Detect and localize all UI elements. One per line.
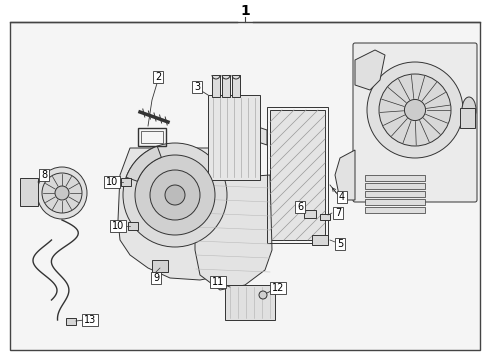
- FancyBboxPatch shape: [353, 43, 477, 202]
- Bar: [225, 285, 275, 320]
- Bar: [267, 107, 328, 243]
- Circle shape: [150, 170, 200, 220]
- Bar: [232, 75, 240, 97]
- Polygon shape: [355, 50, 385, 90]
- Text: 3: 3: [194, 82, 200, 92]
- Text: 5: 5: [337, 239, 343, 249]
- Bar: [365, 199, 425, 205]
- Bar: [20, 178, 38, 206]
- Text: 9: 9: [153, 273, 159, 283]
- Bar: [304, 210, 316, 218]
- Text: 1: 1: [240, 4, 250, 18]
- Bar: [270, 110, 325, 240]
- Bar: [222, 75, 230, 97]
- Wedge shape: [126, 146, 161, 181]
- Text: 8: 8: [41, 170, 47, 180]
- Bar: [141, 131, 163, 143]
- Bar: [460, 108, 475, 128]
- Polygon shape: [118, 148, 245, 280]
- Text: 6: 6: [297, 202, 303, 212]
- Text: 2: 2: [155, 72, 161, 82]
- Polygon shape: [252, 125, 267, 145]
- Text: 13: 13: [84, 315, 96, 325]
- Bar: [365, 183, 425, 189]
- Circle shape: [404, 99, 425, 121]
- Circle shape: [165, 185, 185, 205]
- Bar: [121, 178, 131, 186]
- Bar: [208, 95, 260, 180]
- Circle shape: [367, 62, 463, 158]
- Polygon shape: [195, 175, 272, 290]
- Bar: [128, 222, 138, 230]
- Circle shape: [123, 143, 227, 247]
- Bar: [66, 318, 76, 325]
- Polygon shape: [335, 150, 355, 200]
- Bar: [138, 128, 166, 146]
- Bar: [320, 214, 330, 220]
- Ellipse shape: [462, 97, 476, 123]
- Circle shape: [379, 74, 451, 146]
- Text: 10: 10: [106, 177, 118, 187]
- Text: 4: 4: [339, 192, 345, 202]
- Text: 12: 12: [272, 283, 284, 293]
- Bar: [365, 175, 425, 181]
- Circle shape: [55, 186, 69, 200]
- Text: 7: 7: [335, 208, 341, 218]
- Circle shape: [135, 155, 215, 235]
- Bar: [152, 260, 168, 272]
- Circle shape: [259, 291, 267, 299]
- Ellipse shape: [37, 167, 87, 219]
- Bar: [312, 235, 328, 245]
- Circle shape: [42, 173, 82, 213]
- Text: 11: 11: [212, 277, 224, 287]
- Bar: [365, 207, 425, 213]
- Bar: [212, 75, 220, 97]
- Bar: [365, 191, 425, 197]
- Text: 10: 10: [112, 221, 124, 231]
